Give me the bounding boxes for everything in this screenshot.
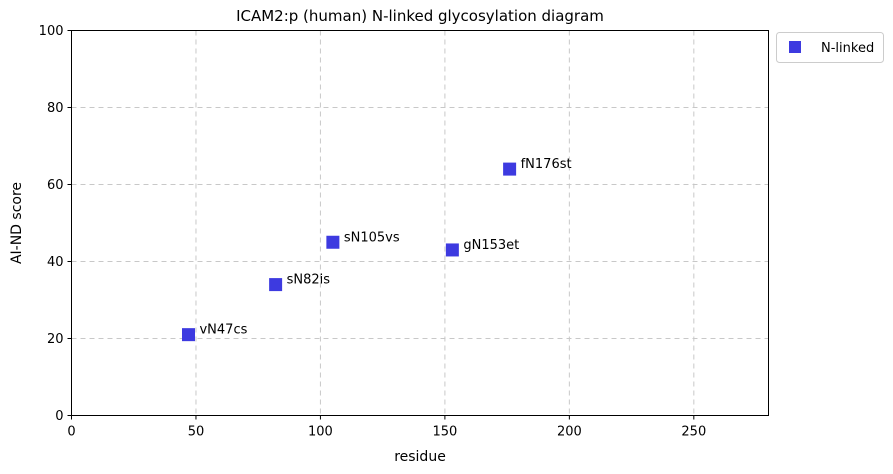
plot-frame: [71, 30, 769, 416]
chart-title: ICAM2:p (human) N-linked glycosylation d…: [236, 7, 604, 25]
legend-entry-label: N-linked: [821, 41, 874, 56]
y-tick-label: 100: [39, 24, 64, 39]
x-axis-label: residue: [394, 449, 446, 465]
x-tick-label: 100: [308, 425, 333, 440]
axis-ticks: 0 50 100 150 200 250 0 20 40 60 80 100: [39, 24, 707, 440]
data-point: [326, 235, 340, 249]
data-point-label: fN176st: [521, 157, 572, 172]
legend-box: [776, 32, 884, 63]
data-point-label: vN47cs: [199, 323, 247, 338]
data-point-label: sN105vs: [344, 230, 400, 245]
data-point-label: sN82is: [287, 273, 331, 288]
x-tick-label: 150: [432, 425, 457, 440]
x-tick-label: 0: [67, 425, 75, 440]
data-point: [269, 278, 283, 292]
y-tick-label: 20: [47, 332, 64, 347]
legend: N-linked: [776, 32, 884, 63]
legend-marker: [789, 41, 801, 53]
data-point-label: gN153et: [463, 238, 519, 253]
data-point: [445, 243, 459, 257]
y-tick-label: 80: [47, 101, 64, 116]
y-axis-label: AI-ND score: [9, 182, 25, 264]
grid-lines: [71, 30, 769, 416]
x-tick-label: 200: [557, 425, 582, 440]
data-points: vN47cs sN82is sN105vs gN153et fN176st: [181, 157, 572, 342]
x-tick-label: 250: [681, 425, 706, 440]
data-point: [503, 162, 517, 176]
x-tick-label: 50: [188, 425, 205, 440]
y-tick-label: 60: [47, 178, 64, 193]
y-tick-label: 40: [47, 255, 64, 270]
y-tick-label: 0: [55, 409, 63, 424]
data-point: [181, 328, 195, 342]
